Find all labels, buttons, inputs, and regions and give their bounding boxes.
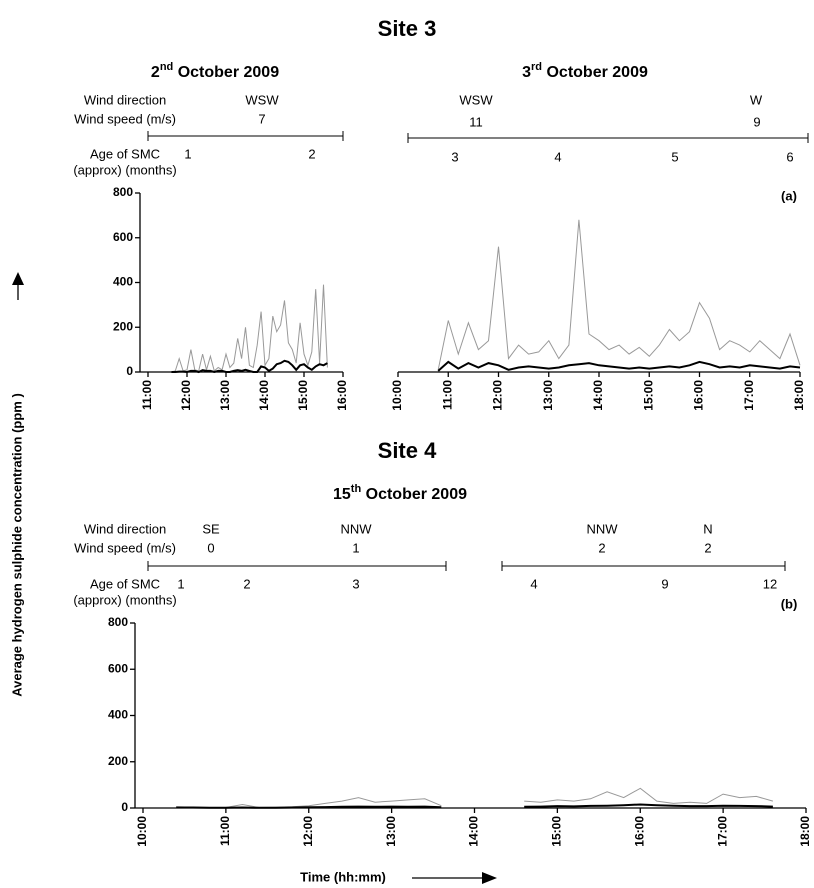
y-tick-label: 0	[126, 364, 133, 378]
y-arrow-head	[12, 272, 24, 285]
title-part: 2	[151, 64, 160, 81]
age-label: 3	[352, 576, 359, 591]
wind-direction: NNW	[340, 521, 372, 536]
x-tick-label: 12:00	[179, 380, 193, 411]
age-label: 3	[451, 149, 458, 164]
title-part: 15	[333, 486, 351, 503]
site-title: Site 4	[378, 438, 437, 463]
wind-direction: NNW	[586, 521, 618, 536]
row-label: Wind speed (m/s)	[74, 540, 176, 555]
age-label: 1	[177, 576, 184, 591]
chart-title: 2nd October 2009	[151, 61, 279, 81]
wind-speed: 2	[704, 540, 711, 555]
age-label: 5	[671, 149, 678, 164]
x-tick-label: 18:00	[798, 816, 812, 847]
row-label: Age of SMC	[90, 576, 160, 591]
age-label: 2	[243, 576, 250, 591]
y-tick-label: 400	[108, 708, 128, 722]
wind-speed: 11	[469, 114, 483, 129]
wind-direction: N	[703, 521, 712, 536]
y-tick-label: 200	[108, 754, 128, 768]
x-tick-label: 14:00	[591, 380, 605, 411]
y-tick-label: 0	[121, 800, 128, 814]
age-label: 4	[530, 576, 537, 591]
y-tick-label: 400	[113, 275, 133, 289]
title-part: 3	[522, 64, 531, 81]
title-part: October 2009	[361, 486, 467, 503]
wind-direction: WSW	[459, 92, 493, 107]
panel-label: (a)	[781, 188, 797, 203]
title-part: October 2009	[542, 64, 648, 81]
wind-speed: 0	[207, 540, 214, 555]
wind-direction: WSW	[245, 92, 279, 107]
age-label: 6	[786, 149, 793, 164]
wind-speed: 9	[753, 114, 760, 129]
x-tick-label: 16:00	[335, 380, 349, 411]
title-part: th	[351, 483, 362, 495]
x-tick-label: 14:00	[467, 816, 481, 847]
series-line	[171, 359, 328, 374]
x-tick-label: 11:00	[440, 380, 454, 410]
age-label: 1	[184, 146, 191, 161]
row-label: Wind direction	[84, 521, 166, 536]
x-tick-label: 14:00	[257, 380, 271, 411]
y-axis-label: Average hydrogen sulphide concentration …	[9, 393, 24, 697]
y-tick-label: 800	[113, 185, 133, 199]
y-tick-label: 800	[108, 615, 128, 629]
title-part: rd	[531, 61, 542, 73]
row-label: (approx) (months)	[73, 162, 176, 177]
age-label: 4	[554, 149, 561, 164]
x-tick-label: 17:00	[742, 380, 756, 411]
row-label: (approx) (months)	[73, 592, 176, 607]
x-arrow-head	[482, 872, 497, 884]
title-part: nd	[160, 61, 173, 73]
x-tick-label: 12:00	[491, 380, 505, 411]
series-line	[176, 803, 773, 809]
x-tick-label: 11:00	[140, 380, 154, 410]
series-line	[437, 360, 801, 372]
x-tick-label: 18:00	[792, 380, 806, 411]
series-line	[176, 787, 774, 809]
wind-direction: W	[750, 92, 763, 107]
wind-speed: 7	[258, 111, 265, 126]
x-tick-label: 15:00	[550, 816, 564, 847]
x-tick-label: 16:00	[692, 380, 706, 411]
age-label: 12	[763, 576, 777, 591]
x-tick-label: 13:00	[541, 380, 555, 411]
x-tick-label: 13:00	[218, 380, 232, 411]
x-tick-label: 15:00	[296, 380, 310, 411]
x-tick-label: 13:00	[384, 816, 398, 847]
x-tick-label: 12:00	[301, 816, 315, 847]
x-tick-label: 16:00	[632, 816, 646, 847]
title-part: October 2009	[173, 64, 279, 81]
y-tick-label: 600	[108, 661, 128, 675]
chart-title: 15th October 2009	[333, 483, 467, 503]
series-line	[171, 284, 328, 373]
y-tick-label: 200	[113, 319, 133, 333]
age-label: 2	[308, 146, 315, 161]
wind-speed: 2	[598, 540, 605, 555]
x-tick-label: 15:00	[641, 380, 655, 411]
chart-title: 3rd October 2009	[522, 61, 648, 81]
age-label: 9	[661, 576, 668, 591]
x-axis-label: Time (hh:mm)	[300, 869, 386, 884]
row-label: Wind speed (m/s)	[74, 111, 176, 126]
wind-direction: SE	[202, 521, 220, 536]
x-tick-label: 17:00	[715, 816, 729, 847]
x-tick-label: 10:00	[390, 380, 404, 411]
x-tick-label: 11:00	[218, 816, 232, 846]
y-tick-label: 600	[113, 230, 133, 244]
panel-label: (b)	[781, 596, 798, 611]
row-label: Age of SMC	[90, 146, 160, 161]
row-label: Wind direction	[84, 92, 166, 107]
x-tick-label: 10:00	[135, 816, 149, 847]
wind-speed: 1	[352, 540, 359, 555]
site-title: Site 3	[378, 16, 437, 41]
series-line	[437, 219, 801, 370]
